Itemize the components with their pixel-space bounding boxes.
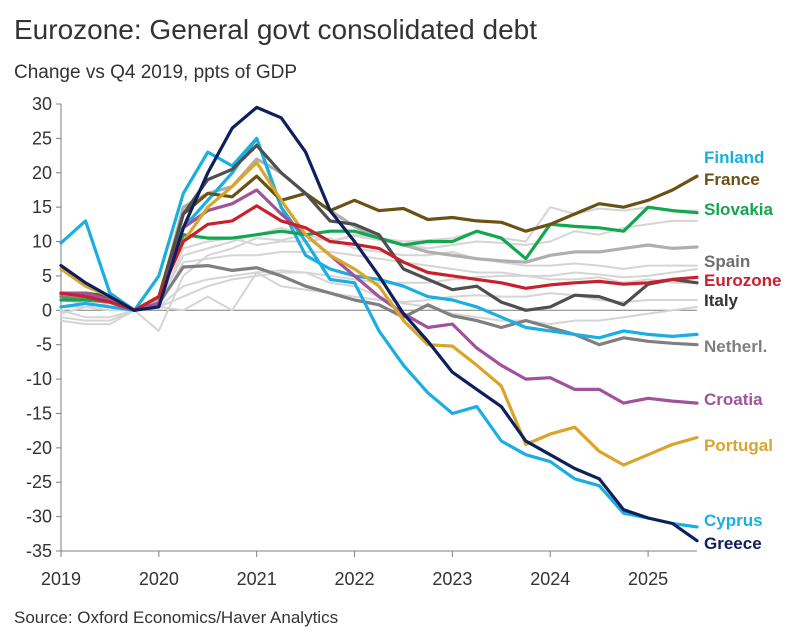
series-label-greece: Greece xyxy=(704,534,762,553)
series-line-other5 xyxy=(60,269,698,312)
series-label-spain: Spain xyxy=(704,252,750,271)
series-label-eurozone: Eurozone xyxy=(704,271,781,290)
series-label-france: France xyxy=(704,170,760,189)
x-tick-label: 2021 xyxy=(237,569,277,589)
series-label-italy: Italy xyxy=(704,291,739,310)
source-note: Source: Oxford Economics/Haver Analytics xyxy=(14,608,339,627)
y-tick-label: 15 xyxy=(32,197,52,217)
series-line-other3 xyxy=(60,237,698,312)
series-line-france xyxy=(59,174,699,312)
y-tick-label: 20 xyxy=(32,163,52,183)
x-tick-label: 2022 xyxy=(335,569,375,589)
y-tick-label: -10 xyxy=(26,369,52,389)
y-tick-label: 10 xyxy=(32,232,52,252)
y-tick-label: -25 xyxy=(26,472,52,492)
series-line-other1 xyxy=(60,206,698,332)
series-line-greece xyxy=(59,105,699,543)
y-tick-label: 30 xyxy=(32,94,52,114)
x-tick-label: 2020 xyxy=(139,569,179,589)
series-label-finland: Finland xyxy=(704,148,764,167)
x-tick-label: 2019 xyxy=(41,569,81,589)
x-tick-label: 2024 xyxy=(530,569,570,589)
series-label-portugal: Portugal xyxy=(704,436,773,455)
series-label-croatia: Croatia xyxy=(704,390,763,409)
series-label-slovakia: Slovakia xyxy=(704,200,774,219)
series-line-other7 xyxy=(60,271,698,319)
series-label-netherl: Netherl. xyxy=(704,337,767,356)
y-tick-label: -30 xyxy=(26,507,52,527)
chart-subtitle: Change vs Q4 2019, ppts of GDP xyxy=(14,62,298,83)
series-label-cyprus: Cyprus xyxy=(704,511,763,530)
y-tick-label: -15 xyxy=(26,403,52,423)
y-tick-label: -5 xyxy=(36,335,52,355)
y-tick-label: 0 xyxy=(42,300,52,320)
y-tick-label: -35 xyxy=(26,541,52,561)
chart-title: Eurozone: General govt consolidated debt xyxy=(14,14,538,45)
x-tick-label: 2025 xyxy=(628,569,668,589)
y-tick-label: 5 xyxy=(42,266,52,286)
series-line-netherl xyxy=(59,264,699,347)
y-tick-label: -20 xyxy=(26,438,52,458)
y-tick-label: 25 xyxy=(32,128,52,148)
x-tick-label: 2023 xyxy=(432,569,472,589)
series-line-finland xyxy=(59,136,699,529)
